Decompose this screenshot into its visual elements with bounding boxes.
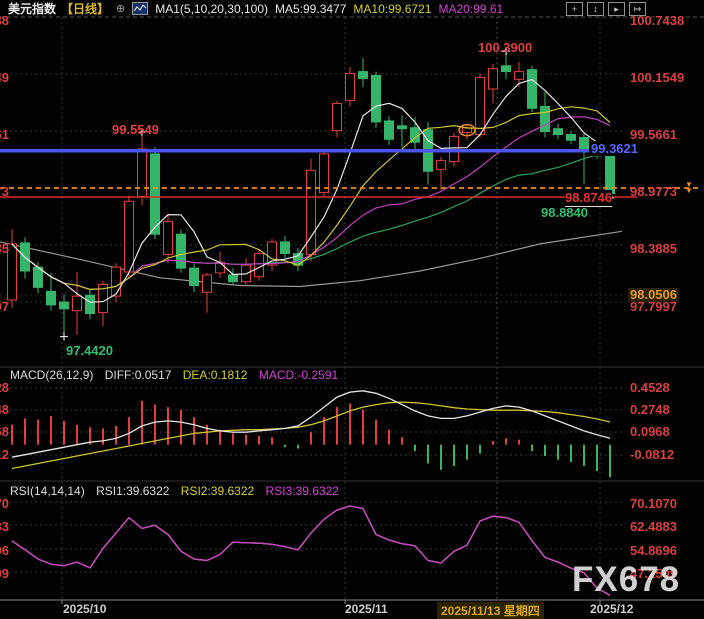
macd-axis-label: 0.2748 — [630, 402, 670, 417]
macd-dea-value: DEA:0.1812 — [182, 368, 248, 382]
rsi-axis-label: 62.4883 — [630, 519, 677, 534]
ma5-value: MA5:99.3477 — [275, 1, 347, 16]
macd-panel-header: MACD(26,12,9) DIFF:0.0517 DEA:0.1812 MAC… — [10, 368, 346, 382]
rsi-axis-label-left: 47.2509 — [0, 566, 9, 581]
rsi-axis-label-left: 54.8696 — [0, 543, 9, 558]
time-axis-label: 2025/12 — [590, 602, 634, 616]
rsi1-value: RSI1:39.6322 — [96, 484, 170, 498]
alert-line-label[interactable]: 99.3621 — [589, 141, 640, 156]
fit-vertical-icon[interactable]: ↕ — [587, 2, 604, 16]
price-axis-label-left: 100.7438 — [0, 13, 9, 28]
indicator-icon[interactable] — [132, 2, 149, 15]
rsi-axis-label: 70.1070 — [630, 496, 677, 511]
rsi3-value: RSI3:39.6322 — [265, 484, 339, 498]
ma20-value: MA20:99.61 — [438, 1, 504, 16]
period-label[interactable]: 【日线】 — [61, 2, 110, 16]
macd-axis-label: 0.4528 — [630, 380, 670, 395]
rsi-axis-label: 54.8696 — [630, 543, 677, 558]
rsi-axis-label-left: 62.4883 — [0, 519, 9, 534]
ma10-value: MA10:99.6721 — [353, 1, 432, 16]
price-axis-label-left: 98.3885 — [0, 241, 9, 256]
price-axis-label: 97.7997 — [630, 299, 677, 314]
crosshair-toggle-icon[interactable]: ⊕ — [116, 3, 126, 15]
macd-axis-label-left: 0.2748 — [0, 402, 9, 417]
macd-value: MACD:-0.2591 — [258, 368, 339, 382]
macd-axis-label-left: 0.4528 — [0, 380, 9, 395]
swing-low-annotation: 98.8840 — [541, 205, 588, 220]
chart-toolbar: + ↕ ▸ ↦ — [566, 2, 646, 16]
price-axis-label: 99.5661 — [630, 127, 677, 142]
price-axis-label: 98.9773 — [630, 184, 677, 199]
chart-header: 美元指数 【日线】 ⊕ MA1(5,10,20,30,100) MA5:99.3… — [0, 0, 704, 17]
price-axis-label: 100.1549 — [630, 70, 685, 85]
symbol-name: 美元指数 — [8, 2, 57, 16]
macd-axis-label-left: 0.0968 — [0, 424, 9, 439]
macd-axis-label: -0.0812 — [630, 447, 675, 462]
macd-diff-value: DIFF:0.0517 — [104, 368, 172, 382]
ma-settings-label[interactable]: MA1(5,10,20,30,100) — [155, 1, 268, 16]
macd-axis-label: 0.0968 — [630, 424, 670, 439]
last-price-label: 98.8746 — [565, 190, 612, 207]
swing-high-annotation: 99.5549 — [112, 122, 159, 137]
swing-low-annotation: 97.4420 — [66, 343, 113, 358]
rsi-axis-label: 47.2509 — [630, 566, 677, 581]
macd-axis-label-left: -0.0812 — [0, 447, 9, 462]
rsi-axis-label-left: 70.1070 — [0, 496, 9, 511]
rsi2-value: RSI2:39.6322 — [180, 484, 255, 498]
time-axis-label: 2025/11 — [345, 602, 388, 616]
time-axis-label: 2025/10 — [63, 602, 107, 616]
price-axis-label-left: 100.1549 — [0, 70, 9, 85]
shift-right-icon[interactable]: ↦ — [629, 2, 646, 16]
price-alert-icon[interactable]: ▼ ▼ — [685, 180, 693, 195]
crosshair-date-label: 2025/11/13 星期四 — [437, 602, 544, 619]
price-axis-label: 98.3885 — [630, 241, 677, 256]
play-forward-icon[interactable]: ▸ — [608, 2, 625, 16]
price-axis-label: 100.7438 — [630, 13, 685, 28]
price-axis-label-left: 99.5661 — [0, 127, 9, 142]
crosshair-price-label: 98.0506 — [628, 287, 679, 302]
pan-icon[interactable]: + — [566, 2, 583, 16]
price-axis-label-left: 97.7997 — [0, 299, 9, 314]
swing-high-annotation: 100.3900 — [478, 40, 533, 55]
price-axis-label-left: 98.9773 — [0, 184, 9, 199]
watermark: FX678 — [572, 560, 681, 599]
macd-settings-label[interactable]: MACD(26,12,9) — [10, 368, 94, 382]
rsi-panel-header: RSI(14,14,14) RSI1:39.6322 RSI2:39.6322 … — [10, 484, 347, 498]
rsi-settings-label[interactable]: RSI(14,14,14) — [10, 484, 85, 498]
